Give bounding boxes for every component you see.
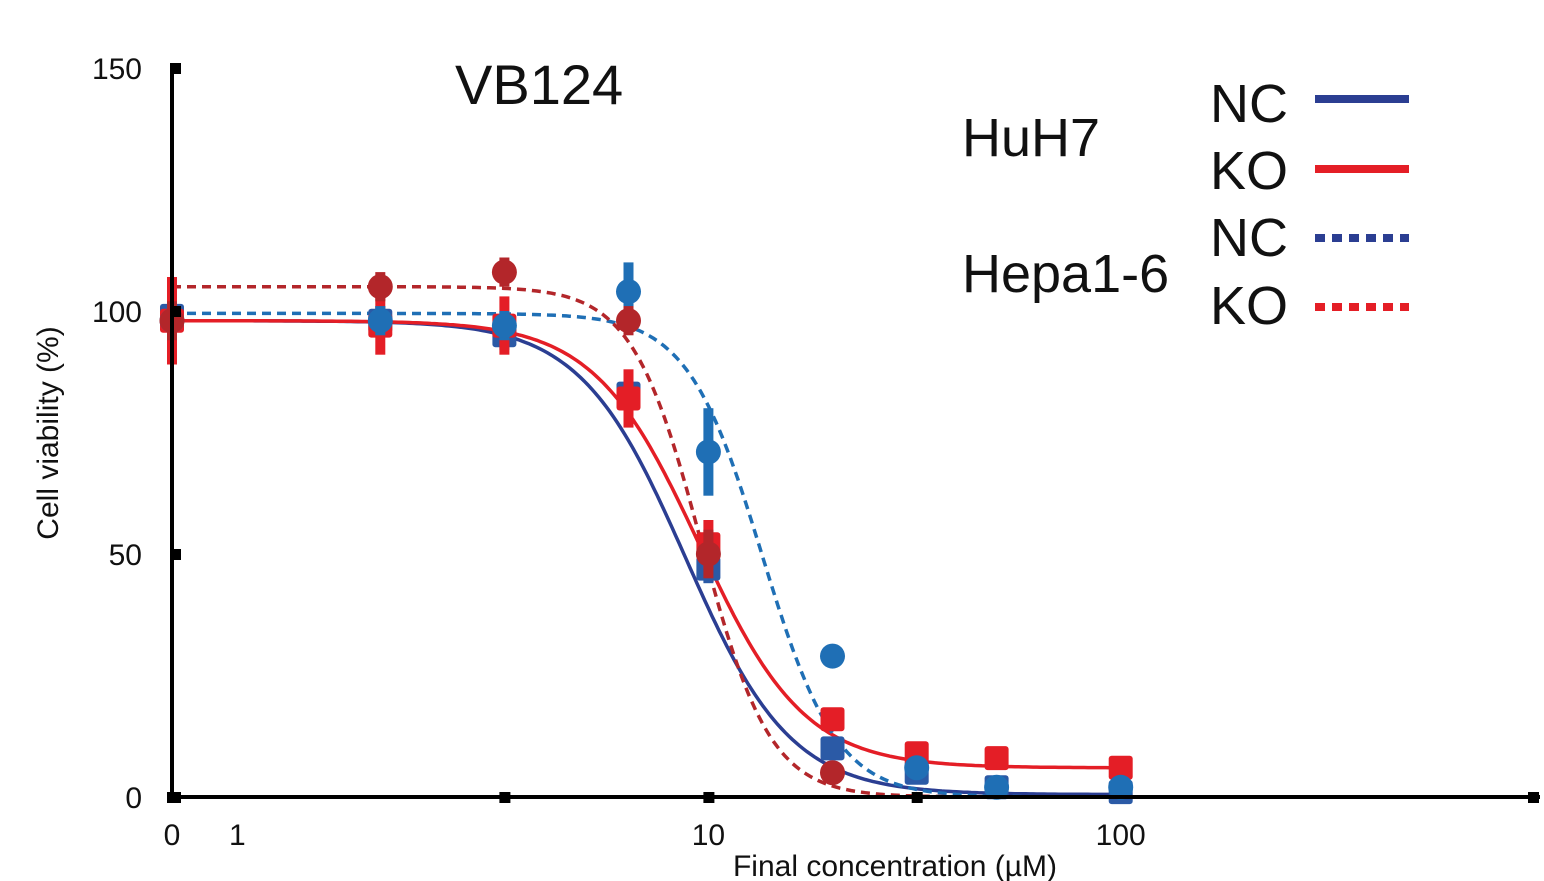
axes — [170, 66, 1540, 799]
data-point-huh7-nc — [820, 736, 845, 761]
x-tick-label: 1 — [229, 819, 246, 852]
fit-curve-hepa1-6-nc — [172, 311, 1121, 799]
data-point-hepa1-6-nc — [1108, 774, 1134, 800]
data-point-hepa1-6-ko — [367, 274, 393, 300]
x-tick — [703, 792, 715, 803]
data-point-hepa1-6-ko — [695, 541, 721, 567]
x-tick — [499, 792, 511, 803]
axis-ticks: 0 50 100 150 0 1 10 100 — [92, 53, 1539, 852]
legend: HuH7 Hepa1-6 NC KO NC KO — [962, 74, 1409, 336]
y-tick — [170, 63, 181, 74]
x-tick-label: 100 — [1096, 819, 1146, 852]
x-tick — [1528, 792, 1539, 803]
y-tick-label: 0 — [125, 782, 142, 815]
data-point-hepa1-6-nc — [984, 774, 1010, 800]
data-point-hepa1-6-ko — [491, 259, 517, 285]
data-point-hepa1-6-nc — [616, 279, 641, 305]
x-tick — [911, 792, 923, 803]
legend-label-hepa-nc: NC — [1210, 208, 1288, 268]
y-tick-label: 50 — [109, 539, 142, 572]
data-point-hepa1-6-nc — [904, 755, 930, 781]
data-point-hepa1-6-nc — [820, 643, 845, 669]
x-axis-title: Final concentration (µM) — [733, 850, 1057, 881]
fit-curves — [172, 284, 1121, 799]
data-point-huh7-ko — [984, 746, 1009, 771]
data-point-huh7-ko — [1108, 755, 1133, 780]
data-point-hepa1-6-nc — [695, 439, 721, 465]
x-tick-label: 10 — [692, 819, 725, 852]
y-axis-title: Cell viability (%) — [32, 326, 65, 539]
y-tick — [170, 549, 181, 560]
legend-label-hepa-ko: KO — [1210, 276, 1288, 336]
data-point-huh7-ko — [820, 707, 845, 732]
data-point-hepa1-6-ko — [820, 760, 845, 786]
y-tick — [170, 306, 181, 317]
data-points — [159, 257, 1134, 805]
legend-label-huh7-ko: KO — [1210, 141, 1288, 201]
chart-title: VB124 — [455, 53, 623, 116]
x-tick — [167, 792, 178, 803]
fit-curve-hepa1-6-ko — [172, 284, 1121, 799]
legend-label-huh7-nc: NC — [1210, 74, 1288, 134]
y-tick-label: 100 — [92, 296, 142, 329]
legend-group-huh7: HuH7 — [962, 108, 1100, 168]
data-point-huh7-ko — [616, 386, 641, 411]
legend-group-hepa1-6: Hepa1-6 — [962, 244, 1169, 304]
data-point-hepa1-6-nc — [367, 308, 393, 334]
data-point-hepa1-6-ko — [616, 308, 641, 334]
data-point-hepa1-6-nc — [491, 313, 517, 339]
y-tick-label: 150 — [92, 53, 142, 86]
fit-curve-huh7-ko — [172, 318, 1121, 770]
x-tick-label: 0 — [164, 819, 181, 852]
fit-curve-huh7-nc — [172, 318, 1121, 797]
